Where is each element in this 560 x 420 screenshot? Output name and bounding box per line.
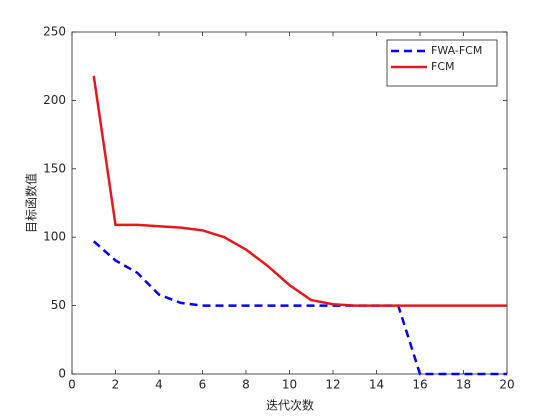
x-tick-label: 14 [369, 378, 384, 392]
y-tick-label: 200 [43, 93, 66, 107]
data-line [92, 75, 507, 307]
y-tick-label: 250 [43, 25, 66, 39]
x-tick-label: 2 [112, 378, 120, 392]
x-tick-label: 16 [412, 378, 427, 392]
x-tick-label: 8 [242, 378, 250, 392]
data-line [92, 240, 507, 376]
y-tick-label: 100 [43, 230, 66, 244]
y-tick-label: 0 [58, 367, 66, 381]
x-tick-label: 20 [499, 378, 514, 392]
x-tick-label: 0 [68, 378, 76, 392]
y-tick-label: 50 [51, 298, 66, 312]
x-axis-label: 迭代次数 [266, 398, 314, 413]
y-tick-label: 150 [43, 161, 66, 175]
x-tick-label: 4 [155, 378, 163, 392]
x-tick-label: 18 [456, 378, 471, 392]
x-tick-label: 6 [199, 378, 207, 392]
legend-label: FCM [431, 60, 455, 73]
y-axis-label: 目标函数值 [24, 173, 39, 233]
x-tick-label: 12 [325, 378, 340, 392]
x-tick-label: 10 [282, 378, 297, 392]
legend-box [386, 39, 498, 87]
legend-label: FWA-FCM [431, 44, 482, 57]
